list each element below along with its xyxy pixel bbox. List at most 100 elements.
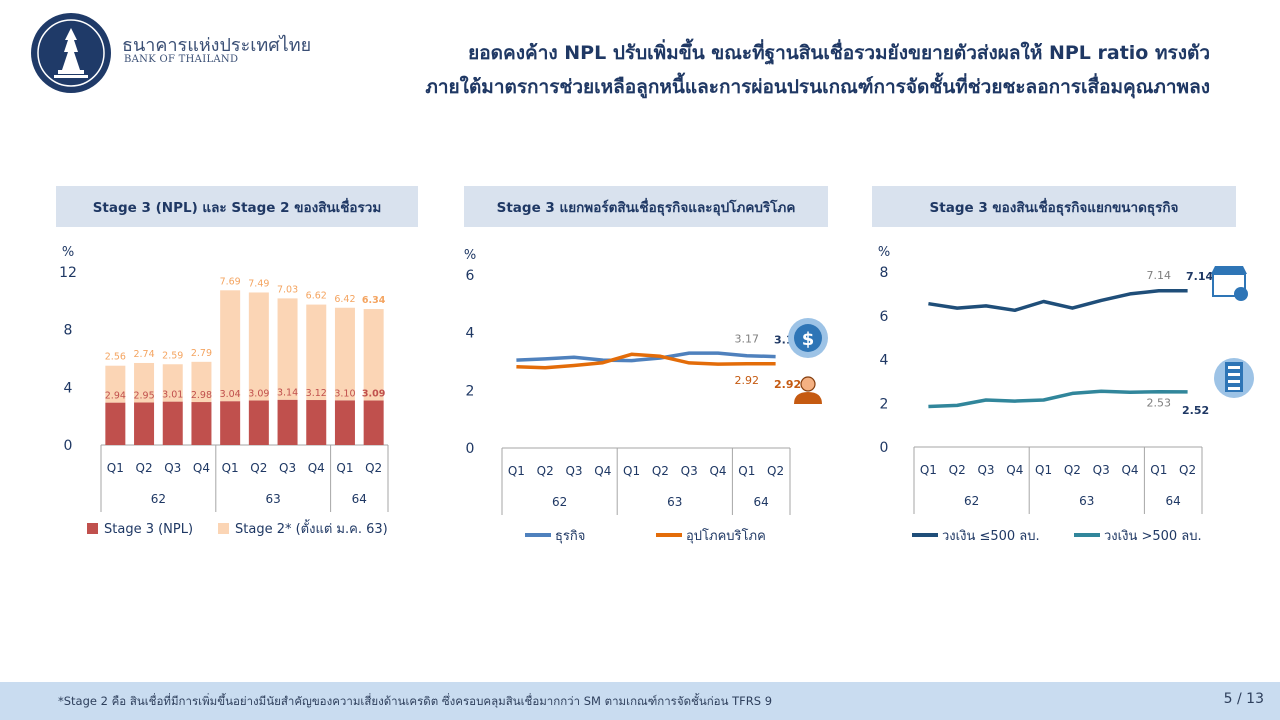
x-group-label: 63 [266,492,281,506]
data-label: 3.17 [735,333,760,346]
x-tick-label: Q3 [565,464,582,478]
x-group-label: 62 [552,495,567,509]
data-label-stage3: 2.94 [105,391,126,402]
bar-stage3 [248,400,269,445]
y-tick-label: 0 [64,438,73,454]
data-label: 7.14 [1147,269,1172,282]
y-unit-label: % [878,245,890,260]
bar-stage2 [248,292,269,401]
business-loan-icon: $ [788,318,828,358]
legend-label-stage2: Stage 2* (ตั้งแต่ ม.ค. 63) [235,519,388,537]
data-label: 7.14 [1186,270,1213,283]
y-tick-label: 12 [59,265,77,281]
x-tick-label: Q4 [1006,463,1023,477]
x-tick-label: Q2 [136,461,153,475]
data-label-stage2: 7.49 [248,278,269,289]
bank-name-en: BANK OF THAILAND [124,54,239,65]
bar-stage2 [162,364,183,402]
y-tick-label: 2 [880,396,889,412]
y-tick-label: 2 [466,383,475,399]
data-label-stage2: 7.03 [277,284,298,295]
x-tick-label: Q3 [164,461,181,475]
data-label: 2.92 [735,374,760,387]
bar-stage2 [334,307,355,401]
data-label-stage2: 2.59 [162,350,183,361]
data-label-stage3: 2.98 [191,390,212,401]
bar-stage2 [191,361,212,403]
x-tick-label: Q2 [1179,463,1196,477]
bar-stage3 [191,402,212,445]
chart-total-loans: % 0 4 8 12 Q1 Q2 Q3 Q4 Q1 Q2 Q3 Q4 Q1 Q2 62 63 64 2.94 2.56… [56,232,426,552]
x-tick-label: Q3 [1093,463,1110,477]
data-label-stage3: 3.09 [248,388,269,399]
x-tick-label: Q4 [308,461,325,475]
x-group-label: 62 [151,492,166,506]
bar-stage2 [277,298,298,400]
bar-stage2 [134,362,155,403]
footer-bar: *Stage 2 คือ สินเชื่อที่มีการเพิ่มขึ้นอย… [0,682,1280,720]
x-tick-label: Q2 [652,464,669,478]
y-tick-label: 8 [880,265,889,281]
legend-label-2: อุปโภคบริโภค [686,528,766,544]
data-label-stage3: 3.01 [162,390,183,401]
data-label-stage3: 3.10 [334,388,355,399]
bar-stage3 [363,400,384,445]
footnote: *Stage 2 คือ สินเชื่อที่มีการเพิ่มขึ้นอย… [58,694,773,708]
bar-stage2 [306,304,327,401]
bar-stage2 [363,309,384,401]
bar-stage3 [105,402,126,445]
data-label-stage2: 6.62 [306,291,327,302]
y-tick-label: 4 [466,326,475,342]
x-tick-label: Q2 [1064,463,1081,477]
x-tick-label: Q1 [623,464,640,478]
x-tick-label: Q2 [365,461,382,475]
chart-business-size: % 0 2 4 6 8 Q1 Q2 Q3 Q4 Q1 Q2 Q3 Q4 Q1 Q2 62 63 64 7.14 7.14… [872,232,1254,552]
x-tick-label: Q1 [1150,463,1167,477]
x-tick-label: Q4 [594,464,611,478]
data-label-stage2: 2.56 [105,352,126,363]
legend-label-2: วงเงิน >500 ลบ. [1104,529,1202,544]
x-tick-label: Q4 [1121,463,1138,477]
x-tick-label: Q4 [709,464,726,478]
data-label: 2.92 [774,378,801,391]
bar-stage3 [162,401,183,445]
data-label-stage3: 3.09 [362,388,385,399]
chart2-title: Stage 3 แยกพอร์ตสินเชื่อธุรกิจและอุปโภคบ… [464,186,828,227]
x-tick-label: Q3 [681,464,698,478]
bar-stage2 [220,290,241,402]
x-group-label: 64 [1166,494,1181,508]
y-tick-label: 8 [64,323,73,339]
y-unit-label: % [464,248,476,263]
y-tick-label: 0 [880,440,889,456]
y-tick-label: 6 [880,309,889,325]
data-label-stage3: 2.95 [133,390,154,401]
x-tick-label: Q2 [949,463,966,477]
data-label-stage3: 3.12 [306,388,327,399]
legend-swatch-stage2 [218,523,229,534]
y-unit-label: % [62,245,74,260]
bar-stage3 [306,400,327,445]
chart-business-size-svg: % 0 2 4 6 8 Q1 Q2 Q3 Q4 Q1 Q2 Q3 Q4 Q1 Q2 62 63 64 7.14 7.14… [878,245,1254,544]
headline: ยอดคงค้าง NPL ปรับเพิ่มขึ้น ขณะที่ฐานสิน… [425,36,1210,104]
building-icon [1214,358,1254,398]
chart-total-loans-svg: % 0 4 8 12 Q1 Q2 Q3 Q4 Q1 Q2 Q3 Q4 Q1 Q2 62 63 64 2.94 2.56… [59,245,389,537]
bar-stage2 [105,365,126,403]
series-line-1 [516,351,776,363]
x-tick-label: Q3 [977,463,994,477]
x-tick-label: Q1 [1035,463,1052,477]
x-tick-label: Q4 [193,461,210,475]
legend-swatch-stage3 [87,523,98,534]
series-line-2 [928,389,1188,409]
bar-stage3 [220,401,241,445]
data-label-stage2: 2.79 [191,348,212,359]
x-group-label: 64 [352,492,367,506]
x-tick-label: Q1 [222,461,239,475]
data-label-stage2: 6.42 [334,294,355,305]
x-tick-label: Q1 [920,463,937,477]
y-tick-label: 0 [466,441,475,457]
chart-business-consumer: % 0 2 4 6 Q1 Q2 Q3 Q4 Q1 Q2 Q3 Q4 Q1 Q2 62 63 64 3.17 3.17 2… [460,232,840,552]
legend-label-1: วงเงิน ≤500 ลบ. [942,529,1040,544]
y-tick-label: 4 [64,380,73,396]
x-tick-label: Q1 [738,464,755,478]
